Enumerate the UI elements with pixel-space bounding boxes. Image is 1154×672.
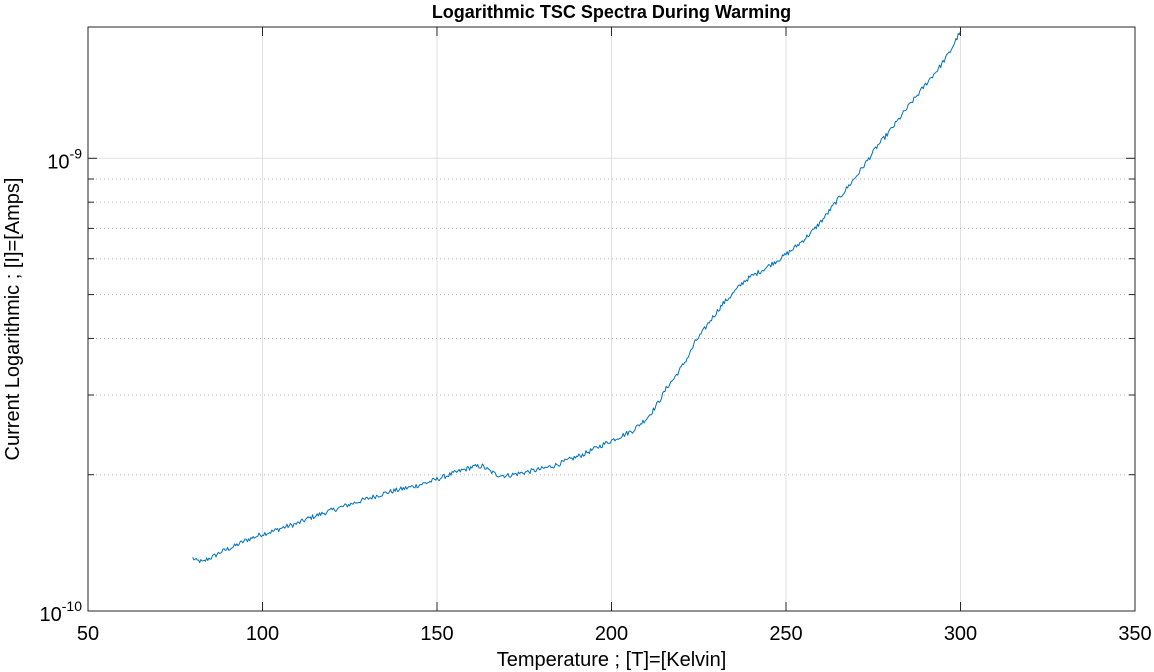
y-axis-label: Current Logarithmic ; [I]=[Amps] [2, 178, 24, 461]
x-axis-label: Temperature ; [T]=[Kelvin] [497, 649, 727, 671]
x-tick-label: 50 [77, 623, 99, 645]
tick-marks [87, 27, 1136, 612]
x-tick-label: 300 [944, 623, 977, 645]
x-tick-label: 200 [595, 623, 628, 645]
plot-area [192, 30, 961, 564]
x-tick-label: 100 [246, 623, 279, 645]
x-tick-label: 150 [420, 623, 453, 645]
y-tick-label: 10-9 [47, 145, 82, 173]
x-tick-label: 350 [1118, 623, 1151, 645]
tick-labels: 50 100 150 200 250 300 350 10-10 10-9 [40, 145, 1152, 645]
chart-title: Logarithmic TSC Spectra During Warming [432, 2, 791, 22]
data-series-line [192, 30, 961, 564]
y-tick-label: 10-10 [40, 598, 83, 626]
x-tick-label: 250 [769, 623, 802, 645]
